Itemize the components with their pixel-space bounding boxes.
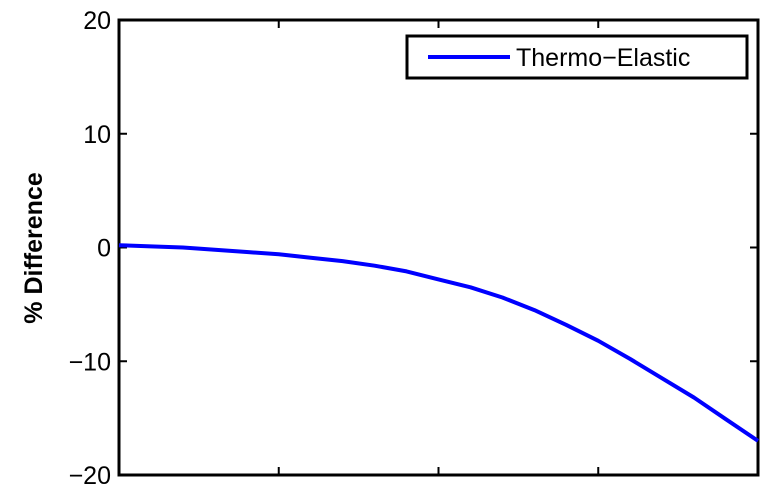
y-axis-ticks: [119, 19, 758, 476]
legend-label-thermo-elastic: Thermo−Elastic: [516, 44, 690, 72]
axes-frame: [117, 18, 760, 477]
y-tick-label: 0: [97, 235, 111, 263]
y-tick-label: 10: [83, 121, 111, 149]
y-tick-label: −10: [69, 348, 111, 376]
y-tick-label: −20: [69, 462, 111, 490]
y-axis-tick-labels: −20 −10 0 10 20: [69, 7, 111, 490]
y-tick-label: 20: [83, 7, 111, 35]
plot-area: [117, 18, 760, 477]
series-layer: [118, 243, 760, 443]
y-axis-label: % Difference: [20, 172, 48, 324]
x-axis-ticks: [118, 20, 759, 475]
legend: Thermo−Elastic: [405, 34, 749, 80]
series-line-thermo-elastic: [118, 243, 760, 443]
